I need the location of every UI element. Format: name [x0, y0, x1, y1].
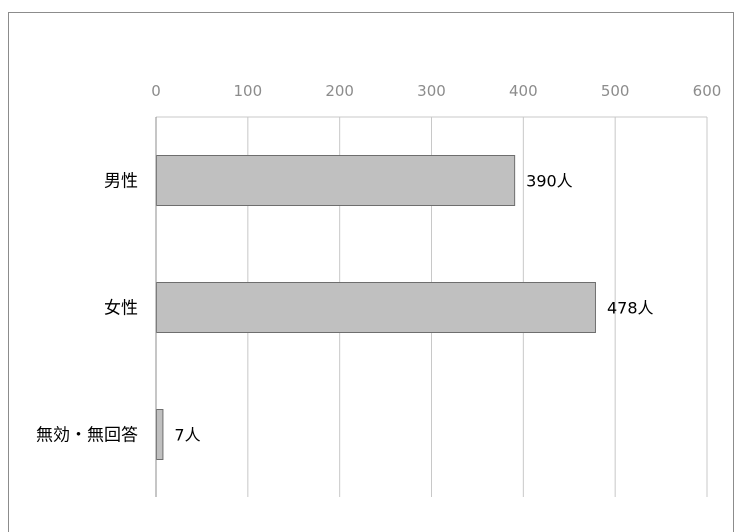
data-label: 7人: [174, 426, 200, 445]
category-label: 女性: [104, 299, 138, 319]
x-tick-label: 500: [601, 82, 630, 100]
bar: [156, 409, 164, 460]
x-tick-label: 0: [151, 82, 161, 100]
x-tick-label: 600: [693, 82, 722, 100]
category-label: 男性: [104, 172, 138, 192]
category-label: 無効・無回答: [36, 426, 138, 446]
x-tick-label: 200: [325, 82, 354, 100]
bar: [156, 155, 516, 206]
x-tick-label: 100: [234, 82, 263, 100]
bar: [156, 282, 596, 333]
chart-frame: [8, 12, 734, 532]
data-label: 478人: [607, 299, 654, 318]
x-tick-label: 300: [417, 82, 446, 100]
data-label: 390人: [526, 172, 573, 191]
x-tick-label: 400: [509, 82, 538, 100]
